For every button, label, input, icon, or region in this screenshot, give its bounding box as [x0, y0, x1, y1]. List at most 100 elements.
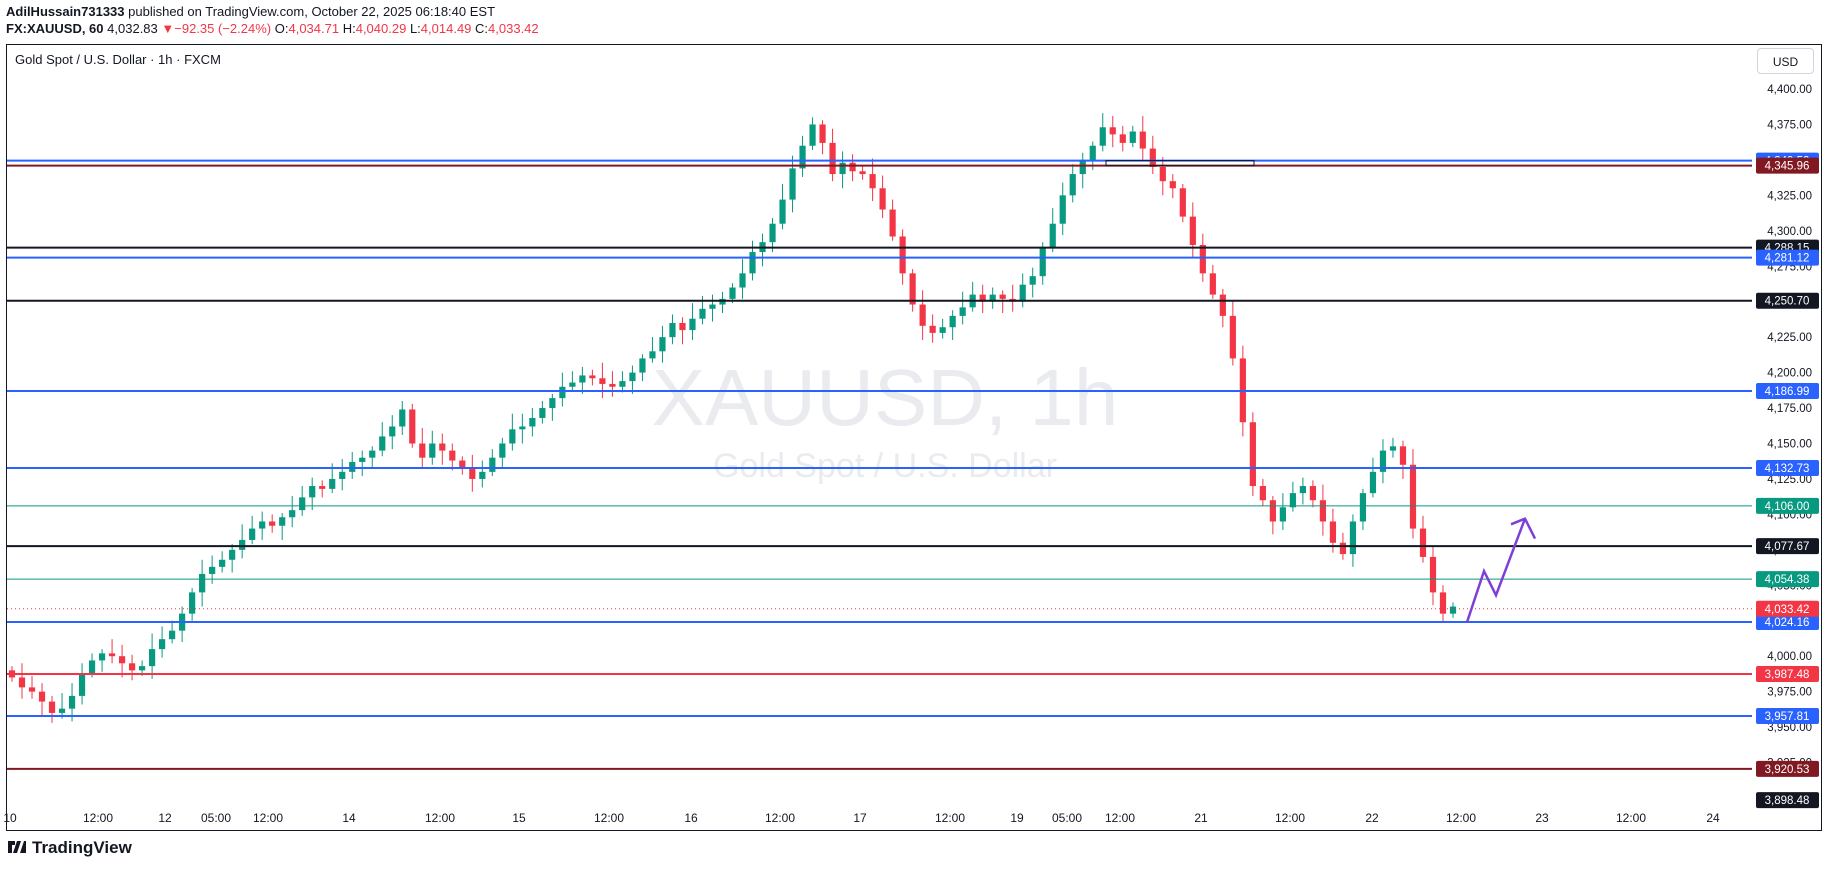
- price-axis-tag: [1756, 613, 1819, 630]
- candle-body: [879, 188, 886, 210]
- candle-body: [169, 630, 176, 640]
- candle-body: [869, 174, 876, 189]
- candle-body: [1389, 446, 1397, 451]
- candle-body: [1109, 127, 1116, 135]
- candle-body: [979, 294, 986, 302]
- candle-body: [1299, 486, 1306, 494]
- candle-body: [729, 287, 736, 299]
- x-tick-label: 23: [1535, 811, 1549, 825]
- candle-body: [1049, 223, 1056, 248]
- candle-body: [499, 443, 506, 458]
- price-axis-tag: [1756, 383, 1819, 400]
- candle-body: [769, 223, 776, 243]
- candle-body: [239, 539, 246, 550]
- candle-body: [909, 273, 916, 305]
- candle-body: [319, 486, 326, 489]
- candle-body: [399, 409, 406, 427]
- y-tick-label: 4,325.00: [1767, 190, 1812, 202]
- candle-body: [789, 168, 796, 200]
- y-tick-label: 4,000.00: [1767, 651, 1812, 663]
- open-label: O:: [274, 21, 289, 36]
- x-tick-label: 10: [3, 811, 17, 825]
- candle-body: [1259, 486, 1266, 501]
- candle-body: [189, 592, 196, 614]
- high-label: H:: [342, 21, 356, 36]
- watermark-symbol: XAUUSD, 1h: [652, 353, 1119, 442]
- x-tick-label: 19: [1010, 811, 1024, 825]
- candle-body: [649, 351, 656, 359]
- x-tick-label: 22: [1365, 811, 1379, 825]
- y-tick-label: 4,375.00: [1767, 119, 1812, 131]
- candle-body: [98, 653, 106, 661]
- candle-body: [1029, 276, 1036, 285]
- candle-body: [519, 426, 526, 430]
- price-axis-tag: [1756, 600, 1819, 617]
- candle-body: [78, 673, 86, 696]
- candle-body: [58, 708, 66, 713]
- watermark-name: Gold Spot / U.S. Dollar: [713, 447, 1057, 485]
- price-axis-tag-label: 4,345.96: [1765, 161, 1810, 173]
- y-tick-label: 4,300.00: [1767, 226, 1812, 238]
- candle-body: [509, 429, 516, 444]
- candle-body: [38, 691, 46, 702]
- candle-body: [1309, 486, 1317, 501]
- price-axis-tag-label: 4,106.00: [1765, 501, 1810, 513]
- x-tick-label: 12:00: [1616, 811, 1646, 825]
- candle-body: [339, 471, 346, 479]
- candle-body: [299, 497, 306, 511]
- price-change: −92.35 (−2.24%): [174, 21, 272, 36]
- x-tick-label: 24: [1706, 811, 1720, 825]
- candle-body: [219, 559, 226, 567]
- candle-body: [48, 701, 56, 713]
- candle-body: [1059, 195, 1066, 224]
- y-tick-label: 4,225.00: [1767, 332, 1812, 344]
- change-arrow-icon: ▼: [161, 21, 175, 36]
- price-axis-tag-label: 3,957.81: [1765, 711, 1810, 723]
- x-tick-label: 12:00: [425, 811, 455, 825]
- price-axis-tag-label: 4,186.99: [1765, 386, 1810, 398]
- last-price: 4,032.83: [107, 21, 158, 36]
- candle-body: [279, 517, 286, 526]
- candle-body: [479, 471, 486, 479]
- candle-body: [1019, 284, 1026, 302]
- price-axis-tag: [1756, 571, 1819, 588]
- candle-body: [1339, 542, 1347, 555]
- candle-body: [118, 656, 126, 664]
- candle-body: [679, 322, 686, 331]
- range-box: [1105, 160, 1255, 167]
- y-tick-label: 4,150.00: [1767, 439, 1812, 451]
- candle-body: [68, 695, 76, 709]
- candle-body: [1329, 521, 1337, 543]
- price-axis-tag: [1756, 157, 1819, 174]
- candle-body: [529, 417, 536, 427]
- candle-body: [1379, 450, 1387, 472]
- candle-body: [379, 436, 386, 451]
- low-value: 4,014.49: [420, 21, 472, 36]
- candle-body: [1409, 464, 1417, 529]
- candle-body: [849, 162, 856, 172]
- candle-body: [689, 318, 696, 331]
- x-tick-label: 12:00: [765, 811, 795, 825]
- candle-body: [999, 294, 1006, 299]
- publisher-line: AdilHussain731333 published on TradingVi…: [6, 4, 495, 19]
- price-axis-tag: [1756, 497, 1819, 514]
- author-name[interactable]: AdilHussain731333: [6, 4, 125, 19]
- currency-button[interactable]: USD: [1757, 48, 1814, 74]
- price-axis-tag: [1756, 459, 1819, 476]
- brand-name: TradingView: [32, 838, 132, 857]
- candle-body: [1139, 131, 1146, 149]
- price-axis-tag: [1756, 665, 1819, 682]
- candle-body: [1129, 131, 1136, 143]
- candle-body: [419, 443, 426, 458]
- candle-body: [889, 209, 896, 237]
- y-tick-label: 3,950.00: [1767, 722, 1812, 734]
- candle-body: [289, 510, 296, 518]
- candle-body: [349, 461, 356, 472]
- footer-brand[interactable]: TradingView: [6, 838, 132, 858]
- candle-body: [1269, 500, 1276, 522]
- candle-body: [1119, 134, 1126, 143]
- candle-body: [1039, 247, 1046, 277]
- candle-body: [959, 307, 966, 316]
- candle-body: [148, 649, 156, 667]
